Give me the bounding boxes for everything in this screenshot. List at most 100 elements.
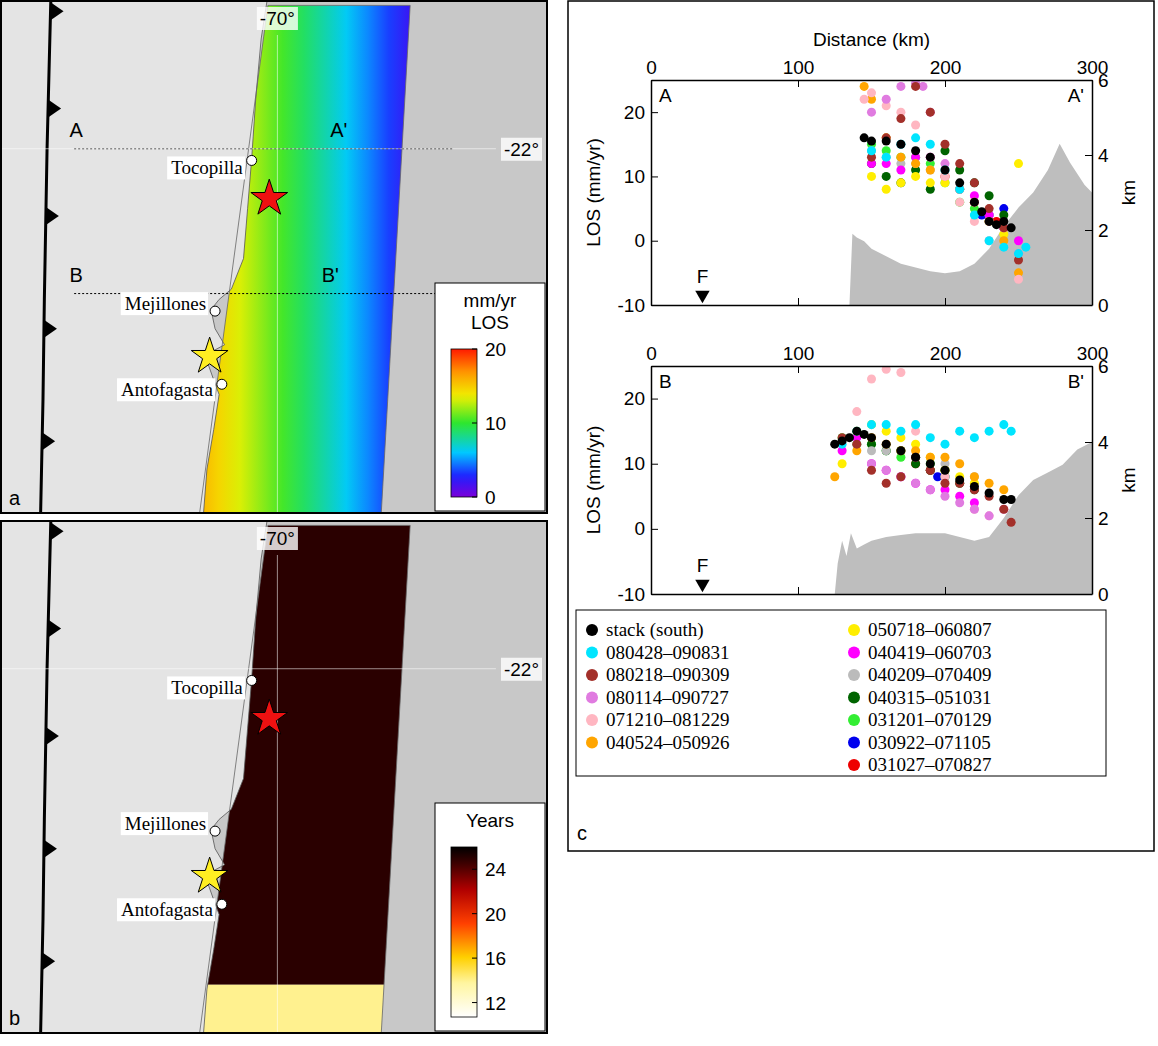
- data-point: [970, 482, 979, 491]
- tick-mark: [651, 594, 658, 595]
- data-point: [926, 108, 935, 117]
- legend-marker: [586, 714, 598, 726]
- series: [838, 420, 979, 488]
- legend-marker: [848, 647, 860, 659]
- data-point: [867, 375, 876, 384]
- data-point: [860, 82, 869, 91]
- data-point: [882, 466, 891, 475]
- data-point: [940, 140, 949, 149]
- data-point: [985, 479, 994, 488]
- tick-label: 200: [930, 57, 962, 78]
- data-point: [999, 420, 1008, 429]
- swath-outline: [197, 5, 410, 513]
- data-point: [882, 153, 891, 162]
- trench-triangle: [46, 207, 59, 225]
- data-point: [985, 511, 994, 520]
- data-point: [1014, 249, 1023, 258]
- topography: [651, 144, 1092, 305]
- tick-label: 100: [783, 57, 815, 78]
- data-point: [911, 146, 920, 155]
- data-point: [926, 178, 935, 187]
- profile-label: A': [330, 119, 347, 141]
- data-point: [911, 453, 920, 462]
- data-point: [985, 191, 994, 200]
- axis-line: [651, 81, 653, 306]
- city-marker: [210, 306, 220, 316]
- data-point: [940, 492, 949, 501]
- tick-label: 100: [783, 343, 815, 364]
- data-point: [999, 505, 1008, 514]
- colorbar-tick: [472, 869, 477, 870]
- data-point: [970, 472, 979, 481]
- axis: [652, 298, 1093, 306]
- series: [992, 217, 1008, 232]
- data-point: [940, 466, 949, 475]
- data-point: [970, 198, 979, 207]
- legend-marker: [848, 692, 860, 704]
- data-point: [926, 459, 935, 468]
- tick-mark: [651, 464, 658, 465]
- data-point: [911, 159, 920, 168]
- epicenter-star: [191, 337, 228, 372]
- series: [867, 440, 979, 495]
- series: [867, 153, 1023, 246]
- data-point: [867, 108, 876, 117]
- axis-line: [652, 305, 1093, 307]
- tick-mark: [651, 529, 658, 530]
- tick-label: 6: [1098, 356, 1109, 377]
- trench-triangle: [42, 432, 55, 450]
- data-point: [911, 133, 920, 142]
- tick-mark: [651, 112, 658, 113]
- data-point: [896, 82, 905, 91]
- grid-line: [277, 555, 278, 1033]
- data-point: [955, 475, 964, 484]
- data-point: [985, 511, 994, 520]
- axis-line: [652, 80, 1093, 82]
- data-point: [852, 440, 861, 449]
- city-marker: [210, 826, 220, 836]
- tick-label: 4: [1098, 432, 1109, 453]
- data-point: [977, 207, 986, 216]
- tick-mark: [945, 366, 946, 373]
- data-point: [970, 198, 979, 207]
- legend-marker: [848, 737, 860, 749]
- data-point: [955, 198, 964, 207]
- series: [867, 140, 994, 226]
- data-point: [970, 178, 979, 187]
- data-point: [896, 165, 905, 174]
- tick: 10: [624, 166, 658, 187]
- data-point: [882, 479, 891, 488]
- data-point: [896, 153, 905, 162]
- epicenter-star: [251, 179, 288, 214]
- city-label: Antofagasta: [121, 899, 213, 920]
- data-point: [1014, 249, 1023, 258]
- data-point: [867, 146, 876, 155]
- tick-label: 0: [646, 343, 657, 364]
- tick-label: 0: [646, 57, 657, 78]
- data-point: [926, 165, 935, 174]
- tick-label: -10: [618, 295, 645, 316]
- data-point: [955, 459, 964, 468]
- data-point: [867, 446, 876, 455]
- data-point: [940, 479, 949, 488]
- city-label-box: [167, 676, 245, 699]
- data-point: [985, 427, 994, 436]
- city-marker: [247, 155, 257, 165]
- tick: 0: [634, 518, 658, 539]
- map-body: [1, 1, 547, 513]
- data-point: [970, 505, 979, 514]
- tick-mark: [1085, 305, 1092, 306]
- data-point: [882, 172, 891, 181]
- data-point: [911, 120, 920, 129]
- legend-label: 031027–070827: [868, 754, 992, 775]
- data-point: [1007, 427, 1016, 436]
- data-point: [926, 459, 935, 468]
- map-frame: [1, 1, 547, 513]
- profile-label: B': [1068, 371, 1084, 392]
- marker-label: F: [697, 555, 709, 576]
- series: [867, 82, 1023, 265]
- data-point: [926, 153, 935, 162]
- data-point: [999, 505, 1008, 514]
- tick-mark: [1085, 155, 1092, 156]
- tick: 100: [783, 343, 815, 373]
